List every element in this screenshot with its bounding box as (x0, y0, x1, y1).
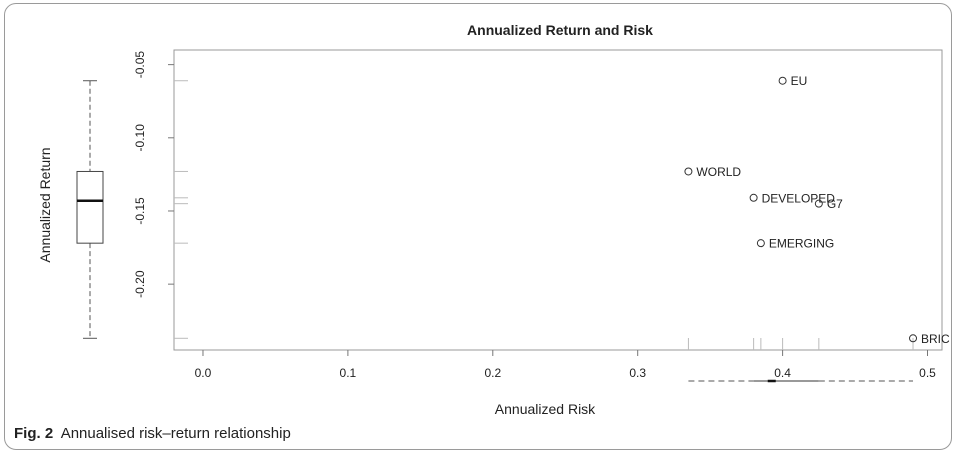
x-axis: 0.0 0.1 0.2 0.3 0.4 0.5 (195, 350, 936, 380)
x-tick-label: 0.0 (195, 366, 212, 380)
point-emerging (756, 239, 765, 248)
y-tick-label: -0.05 (133, 51, 147, 79)
point-label-eu: EU (791, 74, 808, 88)
point-label-world: WORLD (696, 165, 741, 179)
x-tick-label: 0.1 (340, 366, 357, 380)
y-tick-label: -0.10 (133, 124, 147, 152)
caption-label: Fig. 2 (14, 425, 54, 442)
y-tick-label: -0.20 (133, 270, 147, 298)
y-axis-label: Annualized Return (37, 147, 53, 262)
chart-title: Annualized Return and Risk (467, 22, 653, 38)
rug-marks (174, 80, 914, 350)
plot-area (173, 49, 943, 351)
point-eu (778, 76, 787, 85)
caption-text: Annualised risk–return relationship (60, 425, 291, 442)
point-bric (909, 334, 918, 343)
point-label-developed: DEVELOPED (762, 191, 836, 205)
point-label-g7: G7 (827, 197, 843, 211)
point-g7 (814, 199, 823, 208)
point-label-bric: BRIC (921, 332, 950, 346)
figure-frame (4, 3, 952, 450)
point-developed (749, 193, 758, 202)
point-world (684, 167, 693, 176)
x-axis-label: Annualized Risk (495, 401, 596, 417)
y-box-body (76, 170, 104, 244)
point-label-emerging: EMERGING (769, 237, 834, 251)
figure-caption: Fig. 2 Annualised risk–return relationsh… (14, 425, 291, 442)
x-tick-label: 0.5 (919, 366, 936, 380)
x-tick-label: 0.2 (484, 366, 501, 380)
x-tick-label: 0.3 (629, 366, 646, 380)
y-boxplot (76, 80, 104, 339)
x-tick-label: 0.4 (774, 366, 791, 380)
y-tick-label: -0.15 (133, 197, 147, 225)
y-axis: -0.05 -0.10 -0.15 -0.20 (133, 51, 174, 298)
